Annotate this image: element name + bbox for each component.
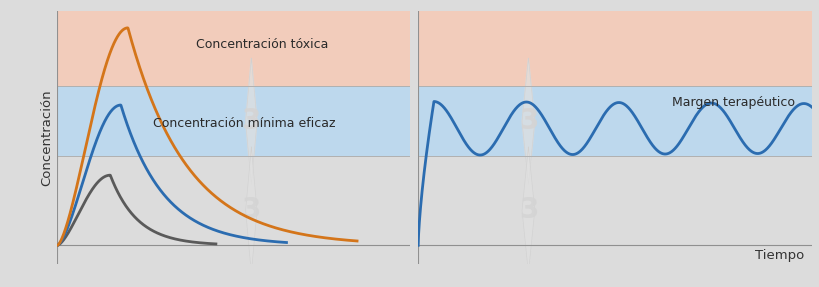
Bar	[57, 86, 410, 156]
Polygon shape	[246, 147, 256, 274]
Text: Margen terapéutico: Margen terapéutico	[671, 96, 794, 109]
Text: 3: 3	[242, 107, 260, 135]
Bar	[418, 86, 811, 156]
Text: Concentración tóxica: Concentración tóxica	[196, 38, 328, 51]
Text: Concentración mínima eficaz: Concentración mínima eficaz	[153, 117, 335, 130]
Polygon shape	[522, 58, 534, 185]
Bar	[57, 0, 410, 86]
Bar	[57, 156, 410, 264]
Text: 3: 3	[518, 107, 537, 135]
Bar	[418, 156, 811, 264]
Y-axis label: Concentración: Concentración	[40, 90, 53, 186]
Text: Tiempo: Tiempo	[753, 249, 803, 262]
Text: 3: 3	[518, 196, 537, 224]
Polygon shape	[246, 58, 256, 185]
Text: 3: 3	[242, 196, 260, 224]
Bar	[418, 0, 811, 86]
Polygon shape	[522, 147, 534, 274]
